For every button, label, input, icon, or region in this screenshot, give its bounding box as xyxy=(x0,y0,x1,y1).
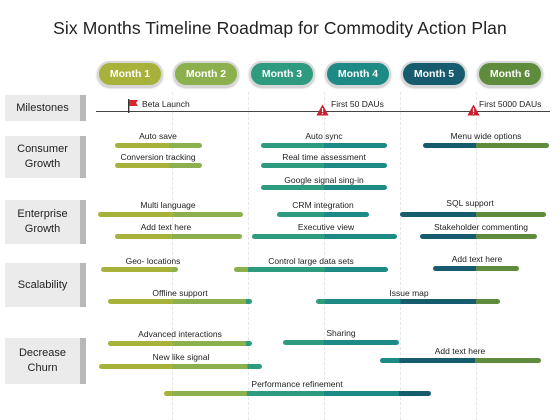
category-marker xyxy=(80,136,86,178)
month-2-pill: Month 2 xyxy=(173,61,239,87)
task-label: Real time assessment xyxy=(282,152,366,162)
task-bar xyxy=(380,358,541,363)
milestone-first-5000-daus: First 5000 DAUs xyxy=(479,99,542,109)
category-scalability: Scalability xyxy=(5,263,80,307)
task-bar xyxy=(101,267,178,272)
task-bar xyxy=(420,234,537,239)
category-milestones: Milestones xyxy=(5,95,80,121)
task-label: Menu wide options xyxy=(450,131,522,141)
task-bar xyxy=(261,185,387,190)
category-marker xyxy=(80,263,86,307)
category-consumer-growth: Consumer Growth xyxy=(5,136,80,178)
task-label: Executive view xyxy=(297,222,355,232)
column-divider xyxy=(248,92,249,420)
category-label: Consumer Growth xyxy=(17,143,68,170)
task-label: Add text here xyxy=(451,254,503,264)
task-bar xyxy=(283,340,399,345)
task-label: Issue map xyxy=(389,288,429,298)
category-label: Milestones xyxy=(16,101,69,114)
task-bar xyxy=(234,267,388,272)
column-divider xyxy=(324,92,325,420)
task-label: Auto sync xyxy=(305,131,343,141)
column-divider xyxy=(476,92,477,420)
task-label: New like signal xyxy=(152,352,210,362)
task-bar xyxy=(433,266,519,271)
category-label: Enterprise Growth xyxy=(17,208,68,235)
task-label: Control large data sets xyxy=(268,256,354,266)
task-bar xyxy=(316,299,500,304)
month-3-pill: Month 3 xyxy=(249,61,315,87)
category-marker xyxy=(80,200,86,244)
task-bar xyxy=(115,234,242,239)
page-title: Six Months Timeline Roadmap for Commodit… xyxy=(53,18,507,38)
task-label: Offline support xyxy=(152,288,208,298)
task-label: Google signal sing-in xyxy=(284,175,364,185)
task-bar xyxy=(99,364,262,369)
flag-icon xyxy=(128,99,138,113)
category-label: Decrease Churn xyxy=(18,347,67,374)
task-label: CRM integration xyxy=(292,200,354,210)
task-bar xyxy=(115,143,202,148)
task-label: Advanced interactions xyxy=(138,329,222,339)
month-4-pill: Month 4 xyxy=(325,61,391,87)
task-bar xyxy=(261,163,387,168)
task-label: SQL support xyxy=(446,198,494,208)
task-bar xyxy=(261,143,387,148)
task-bar xyxy=(252,234,397,239)
task-label: Add text here xyxy=(434,346,486,356)
task-bar xyxy=(277,212,369,217)
task-label: Performance refinement xyxy=(251,379,343,389)
warning-icon xyxy=(316,104,329,116)
task-bar xyxy=(423,143,549,148)
month-1-pill: Month 1 xyxy=(97,61,163,87)
task-label: Multi language xyxy=(140,200,196,210)
category-marker xyxy=(80,338,86,384)
milestone-first-50-daus: First 50 DAUs xyxy=(331,99,384,109)
month-6-pill: Month 6 xyxy=(477,61,543,87)
warning-icon xyxy=(467,104,480,116)
task-label: Geo- locations xyxy=(125,256,181,266)
task-bar xyxy=(108,299,252,304)
task-label: Add text here xyxy=(140,222,192,232)
task-bar xyxy=(108,341,252,346)
task-label: Stakeholder commenting xyxy=(433,222,529,232)
column-divider xyxy=(172,92,173,420)
task-bar xyxy=(400,212,546,217)
column-divider xyxy=(400,92,401,420)
task-label: Sharing xyxy=(326,328,356,338)
category-enterprise-growth: Enterprise Growth xyxy=(5,200,80,244)
task-bar xyxy=(115,163,202,168)
task-bar xyxy=(164,391,431,396)
task-bar xyxy=(98,212,243,217)
category-marker xyxy=(80,95,86,121)
category-label: Scalability xyxy=(17,278,68,291)
task-label: Auto save xyxy=(139,131,177,141)
task-label: Conversion tracking xyxy=(120,152,196,162)
category-decrease-churn: Decrease Churn xyxy=(5,338,80,384)
milestone-beta-launch: Beta Launch xyxy=(142,99,190,109)
month-5-pill: Month 5 xyxy=(401,61,467,87)
